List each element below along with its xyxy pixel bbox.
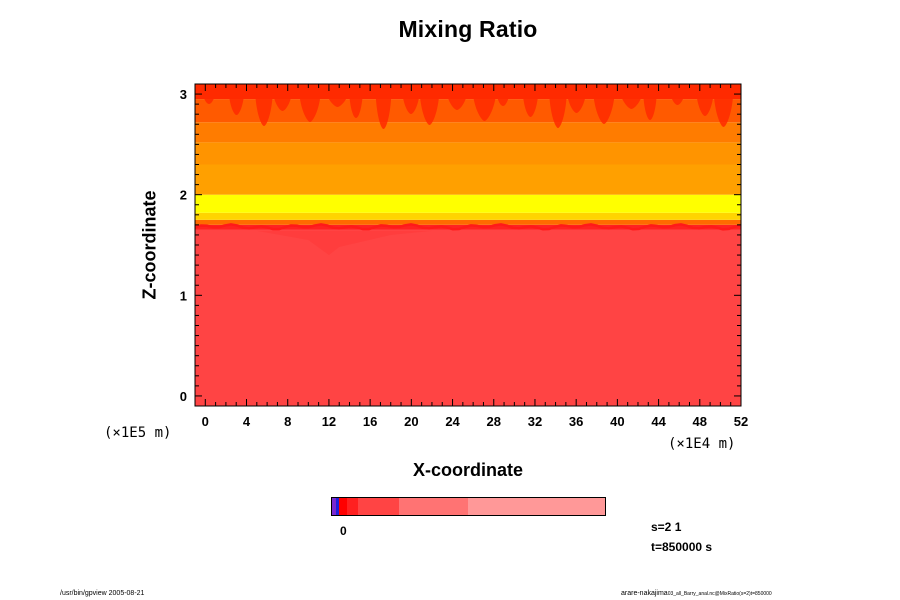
chart-title: Mixing Ratio (398, 16, 538, 42)
colorbar (331, 497, 606, 516)
plume-19 (669, 86, 686, 106)
contour-band-2 (195, 219, 741, 225)
plume-13 (522, 86, 539, 118)
x-axis-unit: (×1E4 m) (668, 436, 736, 452)
plume-9 (419, 86, 440, 126)
plume-18 (643, 86, 657, 121)
plume-14 (549, 86, 567, 129)
plume-21 (713, 86, 734, 128)
x-tick-label: 52 (734, 414, 748, 429)
contour-band-5 (195, 164, 741, 195)
contour-band-7 (195, 122, 741, 143)
x-tick-label: 24 (445, 414, 460, 429)
footer-file: 03_all_Barry_anal.nc@MixRatio(s=2)t=8500… (667, 591, 772, 597)
x-tick-label: 48 (693, 414, 707, 429)
entrainment-patch (256, 230, 432, 256)
plume-20 (696, 86, 714, 117)
colorbar-segment-3 (346, 498, 359, 515)
x-axis-ticks: 0 4 8 12 16 20 24 28 32 36 40 44 48 52 (194, 84, 748, 429)
plume-3 (272, 86, 293, 112)
x-axis-label: X-coordinate (412, 460, 523, 480)
time-info: t=850000 s (651, 540, 713, 554)
footer-source: arare-nakajima03_all_Barry_anal.nc@MixRa… (621, 590, 772, 597)
x-tick-label: 28 (487, 414, 501, 429)
plume-5 (325, 86, 350, 108)
contour-bands (195, 84, 741, 406)
x-tick-label: 40 (610, 414, 624, 429)
colorbar-segment-5 (398, 498, 468, 515)
x-tick-label: 32 (528, 414, 542, 429)
y-tick-label: 1 (180, 288, 187, 303)
plume-17 (619, 86, 644, 110)
z-axis-unit: (×1E5 m) (104, 425, 172, 441)
x-tick-label: 16 (363, 414, 377, 429)
plume-6 (349, 86, 363, 119)
colorbar-segment-1 (336, 498, 340, 515)
level-info: s=2 1 (651, 520, 682, 534)
y-tick-label: 2 (180, 188, 187, 203)
plume-2 (255, 86, 273, 127)
colorbar-segment-6 (467, 498, 605, 515)
footer-author: arare-nakajima (621, 590, 668, 597)
colorbar-zero-label: 0 (340, 524, 347, 538)
plume-11 (472, 86, 497, 122)
x-tick-label: 36 (569, 414, 583, 429)
plume-12 (496, 86, 510, 107)
x-tick-label: 0 (202, 414, 209, 429)
contour-band-4 (195, 194, 741, 213)
y-tick-label: 0 (180, 389, 187, 404)
contour-band-6 (195, 142, 741, 165)
y-tick-label: 3 (180, 87, 187, 102)
plume-4 (299, 86, 321, 123)
footer-program: /usr/bin/gpview 2005-08-21 (60, 590, 145, 597)
x-tick-label: 20 (404, 414, 418, 429)
y-axis-ticks: 0 1 2 3 (180, 83, 741, 407)
plume-16 (593, 86, 615, 125)
mixing-interface (195, 223, 741, 231)
x-tick-label: 12 (322, 414, 336, 429)
x-tick-label: 8 (284, 414, 291, 429)
colorbar-segment-0 (332, 498, 337, 515)
contour-band-0 (195, 229, 741, 406)
plume-15 (566, 86, 587, 114)
plume-1 (228, 86, 245, 116)
x-tick-label: 44 (651, 414, 666, 429)
plume-10 (446, 86, 468, 111)
colorbar-segment-2 (339, 498, 347, 515)
plume-8 (402, 86, 420, 115)
plume-7 (375, 86, 392, 130)
x-tick-label: 4 (243, 414, 251, 429)
colorbar-segment-4 (358, 498, 399, 515)
convective-plumes (195, 86, 741, 256)
contour-band-3 (195, 212, 741, 220)
